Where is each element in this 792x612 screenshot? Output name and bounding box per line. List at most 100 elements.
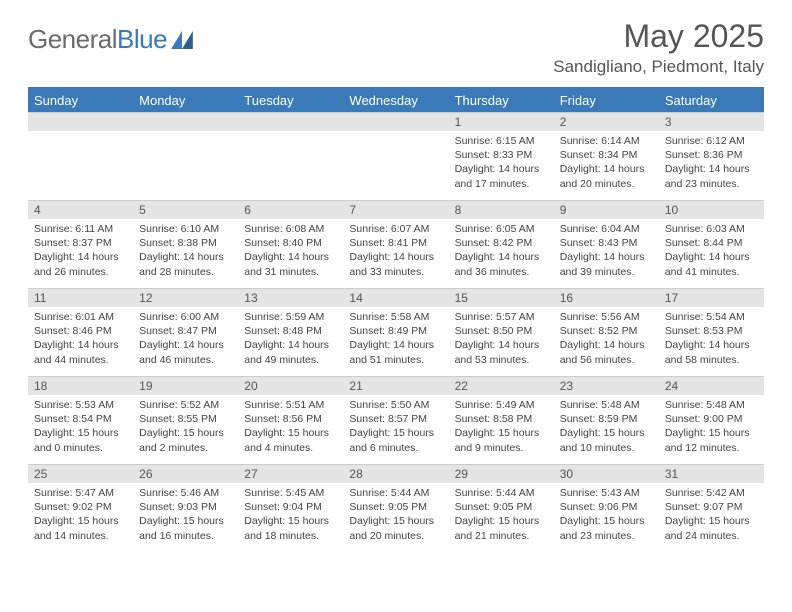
calendar-day-cell: 8Sunrise: 6:05 AMSunset: 8:42 PMDaylight… (449, 200, 554, 288)
title-block: May 2025 Sandigliano, Piedmont, Italy (553, 18, 764, 77)
day-body: Sunrise: 5:51 AMSunset: 8:56 PMDaylight:… (238, 395, 343, 459)
calendar-day-cell (28, 112, 133, 200)
sunrise-text: Sunrise: 6:10 AM (139, 222, 232, 236)
day-number: 12 (133, 288, 238, 307)
calendar-day-cell: 14Sunrise: 5:58 AMSunset: 8:49 PMDayligh… (343, 288, 448, 376)
calendar-day-cell: 4Sunrise: 6:11 AMSunset: 8:37 PMDaylight… (28, 200, 133, 288)
sunrise-text: Sunrise: 5:50 AM (349, 398, 442, 412)
calendar-day-cell: 26Sunrise: 5:46 AMSunset: 9:03 PMDayligh… (133, 464, 238, 552)
calendar-day-cell: 24Sunrise: 5:48 AMSunset: 9:00 PMDayligh… (659, 376, 764, 464)
day-number: 30 (554, 464, 659, 483)
day-body: Sunrise: 5:56 AMSunset: 8:52 PMDaylight:… (554, 307, 659, 371)
sunrise-text: Sunrise: 6:11 AM (34, 222, 127, 236)
calendar-day-cell: 20Sunrise: 5:51 AMSunset: 8:56 PMDayligh… (238, 376, 343, 464)
sunrise-text: Sunrise: 5:51 AM (244, 398, 337, 412)
daylight-text: Daylight: 15 hours and 12 minutes. (665, 426, 758, 454)
calendar-day-cell (133, 112, 238, 200)
sunset-text: Sunset: 9:04 PM (244, 500, 337, 514)
calendar-day-cell: 7Sunrise: 6:07 AMSunset: 8:41 PMDaylight… (343, 200, 448, 288)
calendar-week-row: 1Sunrise: 6:15 AMSunset: 8:33 PMDaylight… (28, 112, 764, 200)
day-body: Sunrise: 5:54 AMSunset: 8:53 PMDaylight:… (659, 307, 764, 371)
sunset-text: Sunset: 9:05 PM (455, 500, 548, 514)
day-number: 7 (343, 200, 448, 219)
calendar-day-cell: 19Sunrise: 5:52 AMSunset: 8:55 PMDayligh… (133, 376, 238, 464)
daylight-text: Daylight: 14 hours and 26 minutes. (34, 250, 127, 278)
sunrise-text: Sunrise: 5:46 AM (139, 486, 232, 500)
daylight-text: Daylight: 14 hours and 49 minutes. (244, 338, 337, 366)
sunset-text: Sunset: 8:53 PM (665, 324, 758, 338)
day-number: 22 (449, 376, 554, 395)
daylight-text: Daylight: 14 hours and 31 minutes. (244, 250, 337, 278)
sunset-text: Sunset: 9:03 PM (139, 500, 232, 514)
sunrise-text: Sunrise: 6:07 AM (349, 222, 442, 236)
calendar-day-cell: 27Sunrise: 5:45 AMSunset: 9:04 PMDayligh… (238, 464, 343, 552)
calendar-day-cell: 16Sunrise: 5:56 AMSunset: 8:52 PMDayligh… (554, 288, 659, 376)
sunset-text: Sunset: 9:06 PM (560, 500, 653, 514)
day-body: Sunrise: 5:50 AMSunset: 8:57 PMDaylight:… (343, 395, 448, 459)
day-body: Sunrise: 5:47 AMSunset: 9:02 PMDaylight:… (28, 483, 133, 547)
daylight-text: Daylight: 15 hours and 4 minutes. (244, 426, 337, 454)
sunset-text: Sunset: 8:48 PM (244, 324, 337, 338)
sunrise-text: Sunrise: 6:03 AM (665, 222, 758, 236)
day-body: Sunrise: 5:48 AMSunset: 8:59 PMDaylight:… (554, 395, 659, 459)
day-body: Sunrise: 5:58 AMSunset: 8:49 PMDaylight:… (343, 307, 448, 371)
day-number: 31 (659, 464, 764, 483)
day-number: 29 (449, 464, 554, 483)
weekday-header: Thursday (449, 89, 554, 112)
day-body: Sunrise: 5:59 AMSunset: 8:48 PMDaylight:… (238, 307, 343, 371)
sunset-text: Sunset: 8:44 PM (665, 236, 758, 250)
daylight-text: Daylight: 15 hours and 24 minutes. (665, 514, 758, 542)
day-number: 17 (659, 288, 764, 307)
daylight-text: Daylight: 14 hours and 56 minutes. (560, 338, 653, 366)
calendar-day-cell: 2Sunrise: 6:14 AMSunset: 8:34 PMDaylight… (554, 112, 659, 200)
daylight-text: Daylight: 15 hours and 20 minutes. (349, 514, 442, 542)
calendar-week-row: 4Sunrise: 6:11 AMSunset: 8:37 PMDaylight… (28, 200, 764, 288)
weekday-header: Wednesday (343, 89, 448, 112)
sunset-text: Sunset: 8:50 PM (455, 324, 548, 338)
sunset-text: Sunset: 8:56 PM (244, 412, 337, 426)
daylight-text: Daylight: 15 hours and 21 minutes. (455, 514, 548, 542)
sunset-text: Sunset: 9:00 PM (665, 412, 758, 426)
day-body: Sunrise: 5:49 AMSunset: 8:58 PMDaylight:… (449, 395, 554, 459)
calendar-day-cell (343, 112, 448, 200)
calendar-day-cell: 15Sunrise: 5:57 AMSunset: 8:50 PMDayligh… (449, 288, 554, 376)
day-body: Sunrise: 5:53 AMSunset: 8:54 PMDaylight:… (28, 395, 133, 459)
day-number: 19 (133, 376, 238, 395)
weekday-header: Saturday (659, 89, 764, 112)
daylight-text: Daylight: 14 hours and 58 minutes. (665, 338, 758, 366)
daylight-text: Daylight: 14 hours and 33 minutes. (349, 250, 442, 278)
sunrise-text: Sunrise: 6:05 AM (455, 222, 548, 236)
day-number: 8 (449, 200, 554, 219)
sunrise-text: Sunrise: 5:42 AM (665, 486, 758, 500)
calendar-day-cell: 28Sunrise: 5:44 AMSunset: 9:05 PMDayligh… (343, 464, 448, 552)
sunset-text: Sunset: 8:38 PM (139, 236, 232, 250)
sunrise-text: Sunrise: 6:04 AM (560, 222, 653, 236)
empty-day-header (28, 112, 133, 131)
sunset-text: Sunset: 8:55 PM (139, 412, 232, 426)
calendar-day-cell (238, 112, 343, 200)
sunrise-text: Sunrise: 5:44 AM (349, 486, 442, 500)
sunset-text: Sunset: 9:07 PM (665, 500, 758, 514)
sunrise-text: Sunrise: 5:53 AM (34, 398, 127, 412)
day-body: Sunrise: 5:42 AMSunset: 9:07 PMDaylight:… (659, 483, 764, 547)
daylight-text: Daylight: 14 hours and 46 minutes. (139, 338, 232, 366)
weekday-header: Monday (133, 89, 238, 112)
day-number: 5 (133, 200, 238, 219)
day-number: 9 (554, 200, 659, 219)
daylight-text: Daylight: 15 hours and 10 minutes. (560, 426, 653, 454)
calendar-day-cell: 9Sunrise: 6:04 AMSunset: 8:43 PMDaylight… (554, 200, 659, 288)
day-number: 27 (238, 464, 343, 483)
day-body: Sunrise: 6:05 AMSunset: 8:42 PMDaylight:… (449, 219, 554, 283)
day-number: 15 (449, 288, 554, 307)
day-number: 13 (238, 288, 343, 307)
day-body: Sunrise: 6:04 AMSunset: 8:43 PMDaylight:… (554, 219, 659, 283)
daylight-text: Daylight: 15 hours and 16 minutes. (139, 514, 232, 542)
sunrise-text: Sunrise: 5:48 AM (560, 398, 653, 412)
sunset-text: Sunset: 8:43 PM (560, 236, 653, 250)
sunset-text: Sunset: 8:42 PM (455, 236, 548, 250)
sunrise-text: Sunrise: 6:12 AM (665, 134, 758, 148)
calendar-day-cell: 22Sunrise: 5:49 AMSunset: 8:58 PMDayligh… (449, 376, 554, 464)
day-body: Sunrise: 5:48 AMSunset: 9:00 PMDaylight:… (659, 395, 764, 459)
calendar-day-cell: 5Sunrise: 6:10 AMSunset: 8:38 PMDaylight… (133, 200, 238, 288)
daylight-text: Daylight: 14 hours and 39 minutes. (560, 250, 653, 278)
